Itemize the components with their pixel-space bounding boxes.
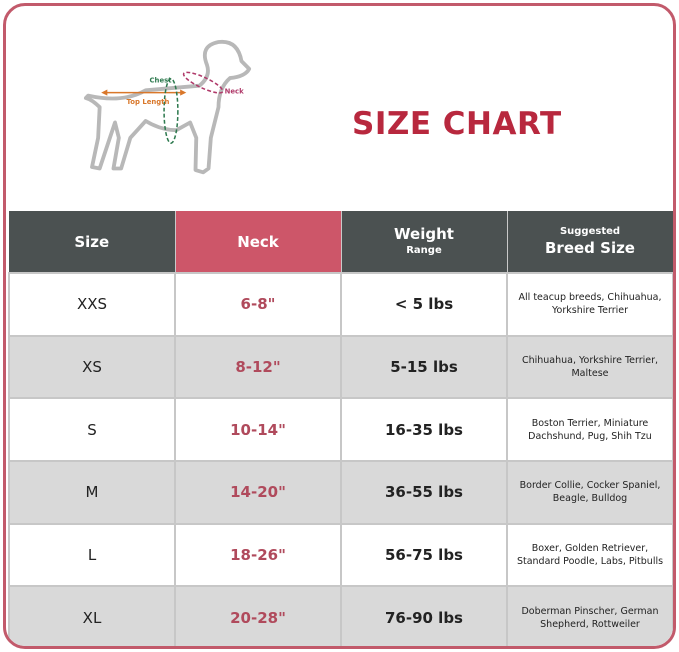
table-row: XS 8-12" 5-15 lbs Chihuahua, Yorkshire Terr… (8, 334, 673, 400)
cell-neck: 10-14" (174, 397, 342, 463)
header-size: Size (9, 211, 176, 273)
cell-neck: 20-28" (174, 585, 342, 646)
cell-neck: 8-12" (174, 334, 342, 400)
table-row: S 10-14" 16-35 lbs Boston Terrier, Miniatur… (8, 397, 673, 463)
cell-breed: All teacup breeds, Chihuahua, Yorkshire … (506, 272, 673, 337)
cell-size: S (8, 397, 176, 463)
header-breed-sub: Suggested (559, 226, 621, 237)
cell-size: M (8, 460, 176, 525)
cell-breed: Chihuahua, Yorkshire Terrier, Maltese (506, 334, 673, 400)
neck-label: Neck (225, 87, 244, 95)
cell-size: XXS (8, 272, 176, 337)
size-table: Size Neck Weight Range Suggested Breed Siz… (8, 211, 673, 646)
cell-breed: Border Collie, Cocker Spaniel, Beagle, B… (506, 460, 673, 525)
cell-weight: 5-15 lbs (340, 334, 508, 400)
cell-size: L (8, 522, 176, 588)
cell-size: XS (8, 334, 176, 400)
cell-weight: 16-35 lbs (340, 397, 508, 463)
header-breed-label: Breed Size (545, 239, 635, 257)
cell-size: XL (8, 585, 176, 646)
dog-outline (83, 39, 252, 175)
header-breed: Suggested Breed Size (507, 211, 673, 273)
cell-weight: 36-55 lbs (340, 460, 508, 525)
cell-neck: 14-20" (174, 460, 342, 525)
header-weight-label: Weight (394, 225, 454, 243)
header-weight: Weight Range (341, 211, 508, 273)
table-row: XL 20-28" 76-90 lbs Doberman Pinscher, Germ… (8, 585, 673, 646)
cell-weight: 56-75 lbs (340, 522, 508, 588)
cell-breed: Doberman Pinscher, German Shepherd, Rott… (506, 585, 673, 646)
cell-breed: Boxer, Golden Retriever, Standard Poodle… (506, 522, 673, 588)
cell-weight: < 5 lbs (340, 272, 508, 337)
header-weight-sub: Range (406, 245, 442, 256)
cell-neck: 18-26" (174, 522, 342, 588)
size-chart-card: Chest Neck Top Length SIZE CHART Size Ne… (3, 3, 676, 649)
table-row: M 14-20" 36-55 lbs Border Collie, Cocker Sp… (8, 460, 673, 525)
table-row: XXS 6-8" < 5 lbs All teacup breeds, Chihuah… (8, 272, 673, 337)
table-header-row: Size Neck Weight Range Suggested Breed Siz… (9, 211, 673, 273)
header-neck: Neck (175, 211, 342, 273)
chest-label: Chest (150, 77, 173, 85)
cell-weight: 76-90 lbs (340, 585, 508, 646)
table-row: L 18-26" 56-75 lbs Boxer, Golden Retriever,… (8, 522, 673, 588)
top-length-label: Top Length (127, 98, 170, 106)
page-title: SIZE CHART (352, 106, 562, 142)
dog-measurement-illustration: Chest Neck Top Length (83, 39, 252, 175)
cell-neck: 6-8" (174, 272, 342, 337)
cell-breed: Boston Terrier, Miniature Dachshund, Pug… (506, 397, 673, 463)
